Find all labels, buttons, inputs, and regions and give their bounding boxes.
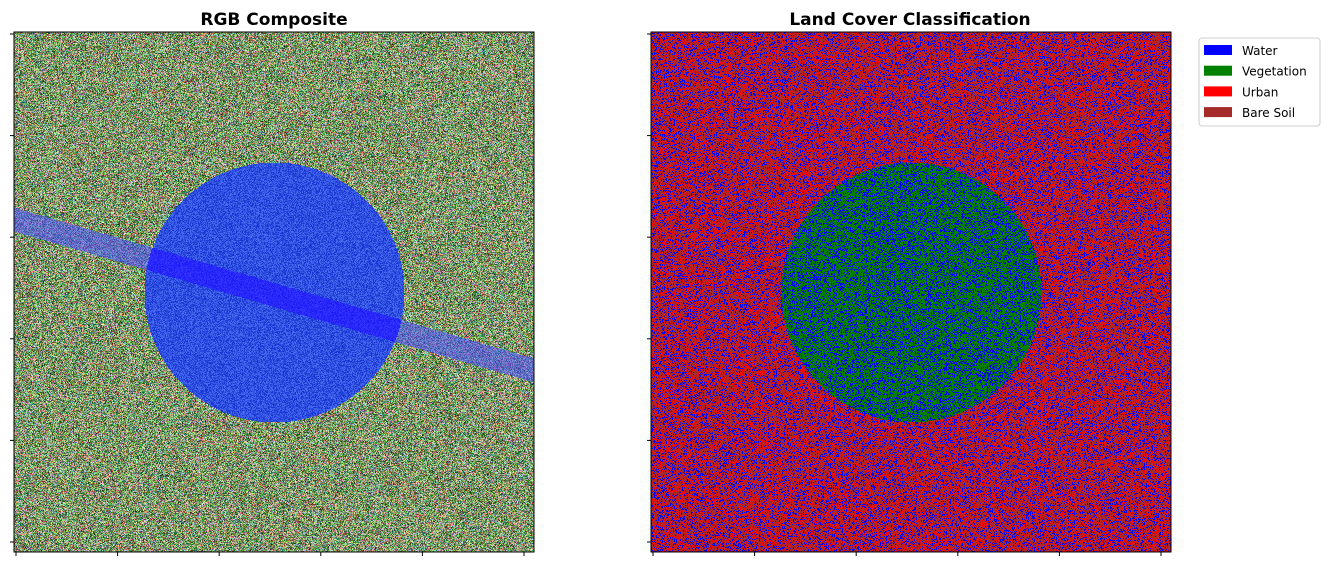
land-cover-image <box>651 32 1171 552</box>
legend-swatch-urban <box>1204 86 1232 97</box>
legend-label-bare-soil: Bare Soil <box>1242 106 1295 120</box>
legend-label-vegetation: Vegetation <box>1242 65 1307 79</box>
legend: Water Vegetation Urban Bare Soil <box>1198 37 1321 127</box>
legend-swatch-bare-soil <box>1204 107 1232 118</box>
legend-swatch-vegetation <box>1204 65 1232 76</box>
rgb-composite-image <box>14 32 534 552</box>
legend-label-urban: Urban <box>1242 85 1278 99</box>
legend-label-water: Water <box>1242 44 1278 58</box>
rgb-composite-title: RGB Composite <box>200 10 347 30</box>
rgb-composite-frame <box>13 31 535 553</box>
land-cover-panel: Land Cover Classification <box>647 10 1172 556</box>
rgb-composite-ticks <box>10 33 525 556</box>
legend-swatch-water <box>1204 45 1232 55</box>
land-cover-frame <box>650 31 1172 553</box>
rgb-composite-image-holder <box>14 32 534 552</box>
land-cover-title: Land Cover Classification <box>789 10 1030 30</box>
rgb-composite-panel: RGB Composite <box>10 10 535 556</box>
land-cover-image-holder <box>651 32 1171 552</box>
land-cover-ticks <box>647 33 1162 556</box>
legend-frame <box>1198 37 1321 127</box>
